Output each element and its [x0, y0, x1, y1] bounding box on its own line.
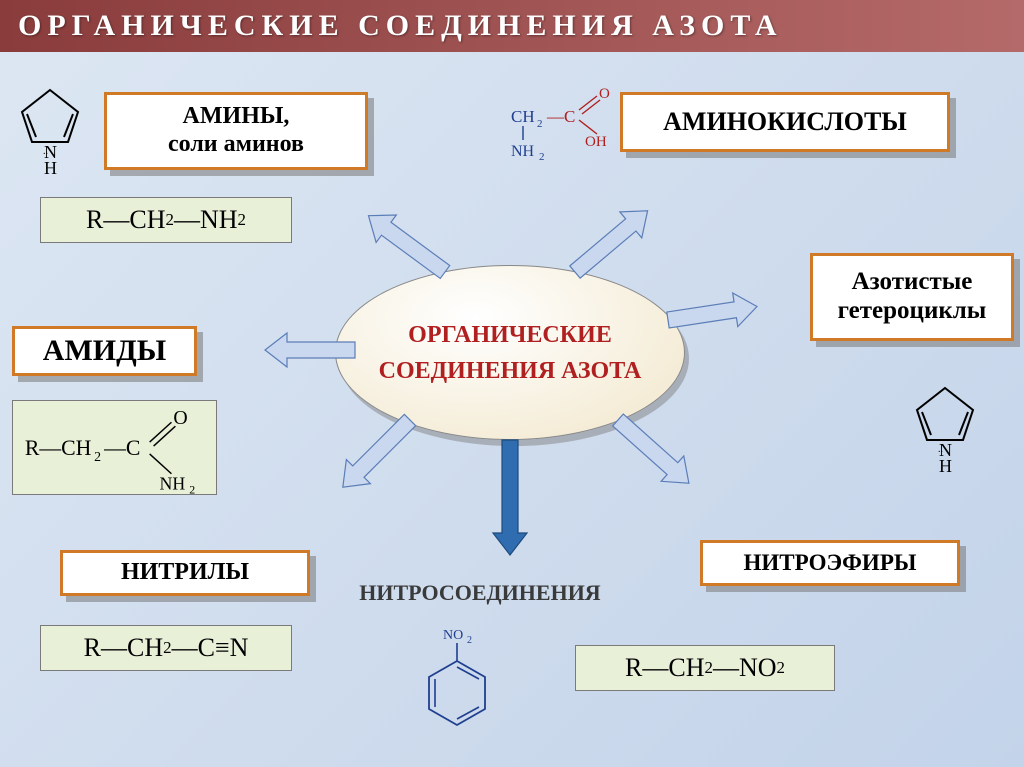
- node-amides: АМИДЫ: [12, 326, 197, 376]
- node-amines: АМИНЫ,соли аминов: [104, 92, 368, 170]
- formula-amides: R—CH 2 —C O NH 2: [12, 400, 217, 495]
- svg-text:NH: NH: [160, 474, 186, 494]
- nitrobenzene-icon: NO 2: [415, 625, 515, 755]
- svg-text:2: 2: [189, 483, 195, 495]
- svg-text:R—CH: R—CH: [25, 436, 92, 460]
- pyrrole-right-icon: N .. H: [905, 380, 985, 475]
- svg-text:2: 2: [539, 151, 545, 163]
- svg-text:..: ..: [43, 146, 48, 157]
- svg-text:OH: OH: [585, 134, 607, 150]
- svg-text:—C: —C: [546, 107, 575, 126]
- svg-text:NH: NH: [511, 143, 535, 160]
- node-aminoacids: АМИНОКИСЛОТЫ: [620, 92, 950, 152]
- svg-text:H: H: [939, 456, 952, 476]
- svg-text:2: 2: [467, 635, 472, 646]
- glycine-icon: CH 2 —C O OH NH 2: [503, 84, 618, 169]
- node-nitro: НИТРОСОЕДИНЕНИЯ: [330, 576, 630, 610]
- svg-text:2: 2: [94, 449, 101, 464]
- formula-nitro: R—CH2—NO2: [575, 645, 835, 691]
- node-nitriles: НИТРИЛЫ: [60, 550, 310, 596]
- formula-amines: R—CH2—NH2: [40, 197, 292, 243]
- svg-text:2: 2: [537, 118, 543, 130]
- svg-text:—C: —C: [103, 436, 140, 460]
- pyrrole-left-icon: N .. H: [10, 82, 90, 177]
- svg-text:CH: CH: [511, 107, 535, 126]
- formula-nitriles: R—CH2—C≡N: [40, 625, 292, 671]
- svg-text:O: O: [599, 86, 610, 102]
- svg-text:H: H: [44, 158, 57, 178]
- node-nitroethers: НИТРОЭФИРЫ: [700, 540, 960, 586]
- node-heterocycles: Азотистыегетероциклы: [810, 253, 1014, 341]
- svg-text:NO: NO: [443, 628, 463, 643]
- svg-text:O: O: [173, 407, 187, 429]
- svg-text:..: ..: [938, 444, 943, 455]
